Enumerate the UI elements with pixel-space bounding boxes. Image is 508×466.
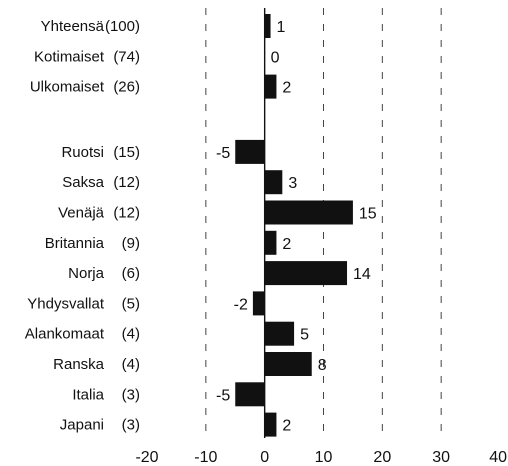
x-tick-label: 20 <box>373 449 391 466</box>
value-label-ruotsi: -5 <box>216 145 230 162</box>
bar-yhdysvallat <box>252 291 265 316</box>
bar-ulkomaiset <box>264 74 277 99</box>
value-label-japani: 2 <box>282 418 291 435</box>
value-label-kotimaiset: 0 <box>271 49 280 66</box>
category-label-saksa: Saksa <box>62 174 104 191</box>
bar-norja <box>264 261 348 286</box>
category-count-norja: (6) <box>122 265 140 282</box>
value-label-ranska: 8 <box>318 357 327 374</box>
bar-yhteensa <box>264 14 271 38</box>
bar-ranska <box>264 352 312 376</box>
category-label-kotimaiset: Kotimaiset <box>34 48 105 65</box>
x-tick-label: 30 <box>432 449 450 466</box>
category-count-japani: (3) <box>122 417 140 434</box>
bar-venaja <box>264 200 353 225</box>
category-label-japani: Japani <box>60 417 104 434</box>
x-tick-label: 10 <box>315 449 333 466</box>
value-label-yhteensa: 1 <box>277 19 286 36</box>
category-labels: Yhteensä (100)Kotimaiset (74) Ulkomaiset (26… <box>25 18 140 434</box>
x-tick-label: 40 <box>489 449 507 466</box>
x-tick-label: -20 <box>135 449 158 466</box>
bar-alankomaat <box>264 321 295 346</box>
category-label-alankomaat: Alankomaat <box>25 326 105 343</box>
category-count-saksa: (12) <box>113 174 140 191</box>
category-label-norja: Norja <box>68 265 105 282</box>
category-label-yhdysvallat: Yhdysvallat <box>27 295 105 312</box>
category-label-britannia: Britannia <box>45 235 105 252</box>
value-label-ulkomaiset: 2 <box>282 80 291 97</box>
category-label-italia: Italia <box>72 386 104 403</box>
x-axis-ticks: -20 -10 0 10 20 30 40 <box>135 449 507 466</box>
category-count-venaja: (12) <box>113 205 140 222</box>
category-label-venaja: Venäjä <box>58 205 105 222</box>
category-label-ruotsi: Ruotsi <box>61 144 104 161</box>
bar-saksa <box>264 170 283 195</box>
category-count-ulkomaiset: (26) <box>113 79 140 96</box>
value-label-saksa: 3 <box>288 175 297 192</box>
bar-ruotsi <box>235 139 265 164</box>
category-count-ranska: (4) <box>122 356 140 373</box>
category-count-yhdysvallat: (5) <box>122 295 140 312</box>
bar-italia <box>235 382 265 407</box>
value-label-italia: -5 <box>216 387 230 404</box>
x-tick-label: -10 <box>194 449 217 466</box>
value-label-venaja: 15 <box>359 206 377 223</box>
x-tick-label: 0 <box>260 449 269 466</box>
bar-japani <box>264 412 277 437</box>
value-label-yhdysvallat: -2 <box>234 296 248 313</box>
category-count-yhteensa: (100) <box>105 18 140 35</box>
value-label-britannia: 2 <box>282 236 291 253</box>
bars <box>235 14 353 437</box>
value-label-alankomaat: 5 <box>300 327 309 344</box>
value-label-norja: 14 <box>353 266 371 283</box>
category-label-ranska: Ranska <box>53 356 105 373</box>
category-count-italia: (3) <box>122 386 140 403</box>
category-label-yhteensa: Yhteensä <box>41 18 105 35</box>
category-count-kotimaiset: (74) <box>113 48 140 65</box>
bar-britannia <box>264 230 277 255</box>
category-count-alankomaat: (4) <box>122 326 140 343</box>
category-label-ulkomaiset: Ulkomaiset <box>30 79 105 96</box>
category-count-britannia: (9) <box>122 235 140 252</box>
category-count-ruotsi: (15) <box>113 144 140 161</box>
